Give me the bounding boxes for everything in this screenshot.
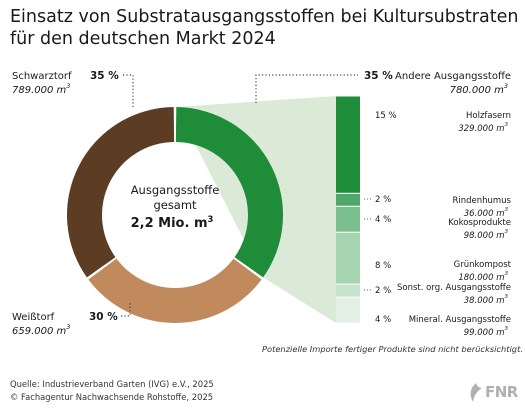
breakdown-amount-5: 38.000 m3 <box>464 294 509 306</box>
fnr-logo: FNR <box>467 381 518 405</box>
leader-weisstorf <box>121 303 131 317</box>
label-schwarztorf-percent: 35 % <box>90 70 119 82</box>
bar-segment-4 <box>336 232 360 284</box>
breakdown-percent-4: 8 % <box>375 261 391 271</box>
center-label-2: gesamt <box>153 198 197 212</box>
source-line-1: Quelle: Industrieverband Garten (IVG) e.… <box>10 379 214 389</box>
breakdown-percent-2: 2 % <box>375 195 391 205</box>
source-line-2: © Fachagentur Nachwachsende Rohstoffe, 2… <box>10 392 214 402</box>
breakdown-percent-1: 15 % <box>375 111 397 121</box>
leader-schwarztorf <box>123 74 134 108</box>
label-schwarztorf-amount: 789.000 m3 <box>12 82 70 96</box>
label-andere-name: Andere Ausgangsstoffe <box>395 71 511 82</box>
slice-schwarztorf <box>67 107 175 278</box>
breakdown-name-4: Grünkompost <box>454 260 512 270</box>
breakdown-percent-3: 4 % <box>375 215 391 225</box>
breakdown-name-3: Kokosprodukte <box>448 218 511 228</box>
breakdown-name-5: Sonst. org. Ausgangsstoffe <box>397 283 511 293</box>
chart-title-line-1: Einsatz von Substratausgangsstoffen bei … <box>10 7 519 27</box>
breakdown-amount-2: 36.000 m3 <box>464 207 509 219</box>
breakdown-percent-6: 4 % <box>375 315 391 325</box>
chart-title: Einsatz von Substratausgangsstoffen bei … <box>10 6 518 50</box>
breakdown-percent-5: 2 % <box>375 286 391 296</box>
bar-segment-5 <box>336 284 360 297</box>
label-schwarztorf-name: Schwarztorf <box>12 71 72 82</box>
breakdown-amount-1: 329.000 m3 <box>458 122 508 134</box>
label-andere-percent: 35 % <box>364 70 393 82</box>
source-block: Quelle: Industrieverband Garten (IVG) e.… <box>10 378 214 404</box>
breakdown-name-6: Mineral. Ausgangsstoffe <box>409 315 511 325</box>
leader-andere <box>255 74 358 103</box>
fnr-leaf-icon <box>470 383 482 402</box>
center-total: 2,2 Mio. m3 <box>131 214 214 231</box>
bar-segment-6 <box>336 297 360 323</box>
chart-note: Potenzielle Importe fertiger Produkte si… <box>262 344 523 354</box>
bar-segment-1 <box>336 96 360 193</box>
label-weisstorf-amount: 659.000 m3 <box>12 323 70 337</box>
breakdown-amount-6: 99.000 m3 <box>464 326 509 338</box>
breakdown-name-2: Rindenhumus <box>452 196 511 206</box>
chart-title-line-2: für den deutschen Markt 2024 <box>10 29 276 49</box>
breakdown-amount-4: 180.000 m3 <box>458 271 508 283</box>
label-andere-amount: 780.000 m3 <box>450 82 508 96</box>
center-label-1: Ausgangsstoffe <box>131 183 220 197</box>
breakdown-amount-3: 98.000 m3 <box>464 229 509 241</box>
fnr-logo-text: FNR <box>485 383 518 401</box>
label-weisstorf-percent: 30 % <box>89 311 118 323</box>
slice-weisstorf <box>88 258 262 324</box>
bar-segment-2 <box>336 193 360 206</box>
breakdown-name-1: Holzfasern <box>466 111 511 121</box>
slice-andere <box>175 107 283 278</box>
label-weisstorf-name: Weißtorf <box>12 312 55 323</box>
bar-segment-3 <box>336 206 360 232</box>
